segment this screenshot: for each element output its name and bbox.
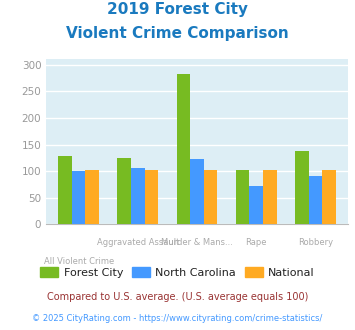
Text: Compared to U.S. average. (U.S. average equals 100): Compared to U.S. average. (U.S. average … [47, 292, 308, 302]
Bar [204, 170, 217, 224]
Bar [177, 74, 190, 224]
Bar [308, 176, 322, 224]
Text: Murder & Mans...: Murder & Mans... [161, 238, 233, 247]
Bar [131, 168, 145, 224]
Text: All Violent Crime: All Violent Crime [44, 257, 114, 266]
Text: Aggravated Assault: Aggravated Assault [97, 238, 179, 247]
Bar [72, 171, 86, 224]
Text: 2019 Forest City: 2019 Forest City [107, 2, 248, 16]
Text: Rape: Rape [245, 238, 267, 247]
Bar [322, 170, 336, 224]
Bar [295, 151, 308, 224]
Legend: Forest City, North Carolina, National: Forest City, North Carolina, National [36, 263, 319, 282]
Text: © 2025 CityRating.com - https://www.cityrating.com/crime-statistics/: © 2025 CityRating.com - https://www.city… [32, 314, 323, 323]
Bar [58, 156, 72, 224]
Bar [236, 170, 249, 224]
Bar [263, 170, 277, 224]
Bar [145, 170, 158, 224]
Text: Robbery: Robbery [298, 238, 333, 247]
Bar [249, 186, 263, 224]
Text: Violent Crime Comparison: Violent Crime Comparison [66, 26, 289, 41]
Bar [118, 158, 131, 224]
Bar [190, 159, 204, 224]
Bar [86, 170, 99, 224]
